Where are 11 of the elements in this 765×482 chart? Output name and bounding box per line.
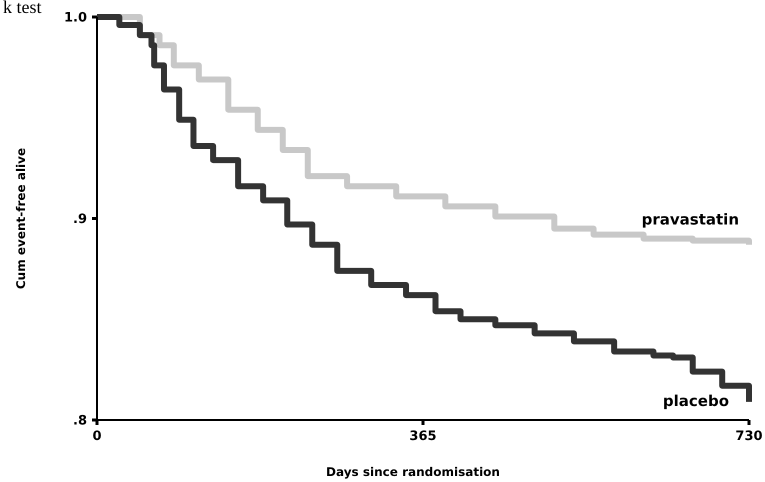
series-label: pravastatin (642, 210, 739, 229)
x-axis-title: Days since randomisation (326, 465, 500, 479)
x-tick-label: 0 (92, 429, 102, 444)
y-tick-label: 1.0 (64, 10, 87, 26)
text: k test (3, 0, 42, 17)
y-tick-label: .8 (73, 414, 87, 429)
y-tick-label: .9 (73, 212, 87, 228)
series-label: placebo (662, 392, 729, 410)
y-axis-title: Cum event-free alive (14, 148, 28, 290)
x-tick-label: 365 (409, 429, 437, 444)
x-tick-label: 730 (735, 429, 763, 444)
